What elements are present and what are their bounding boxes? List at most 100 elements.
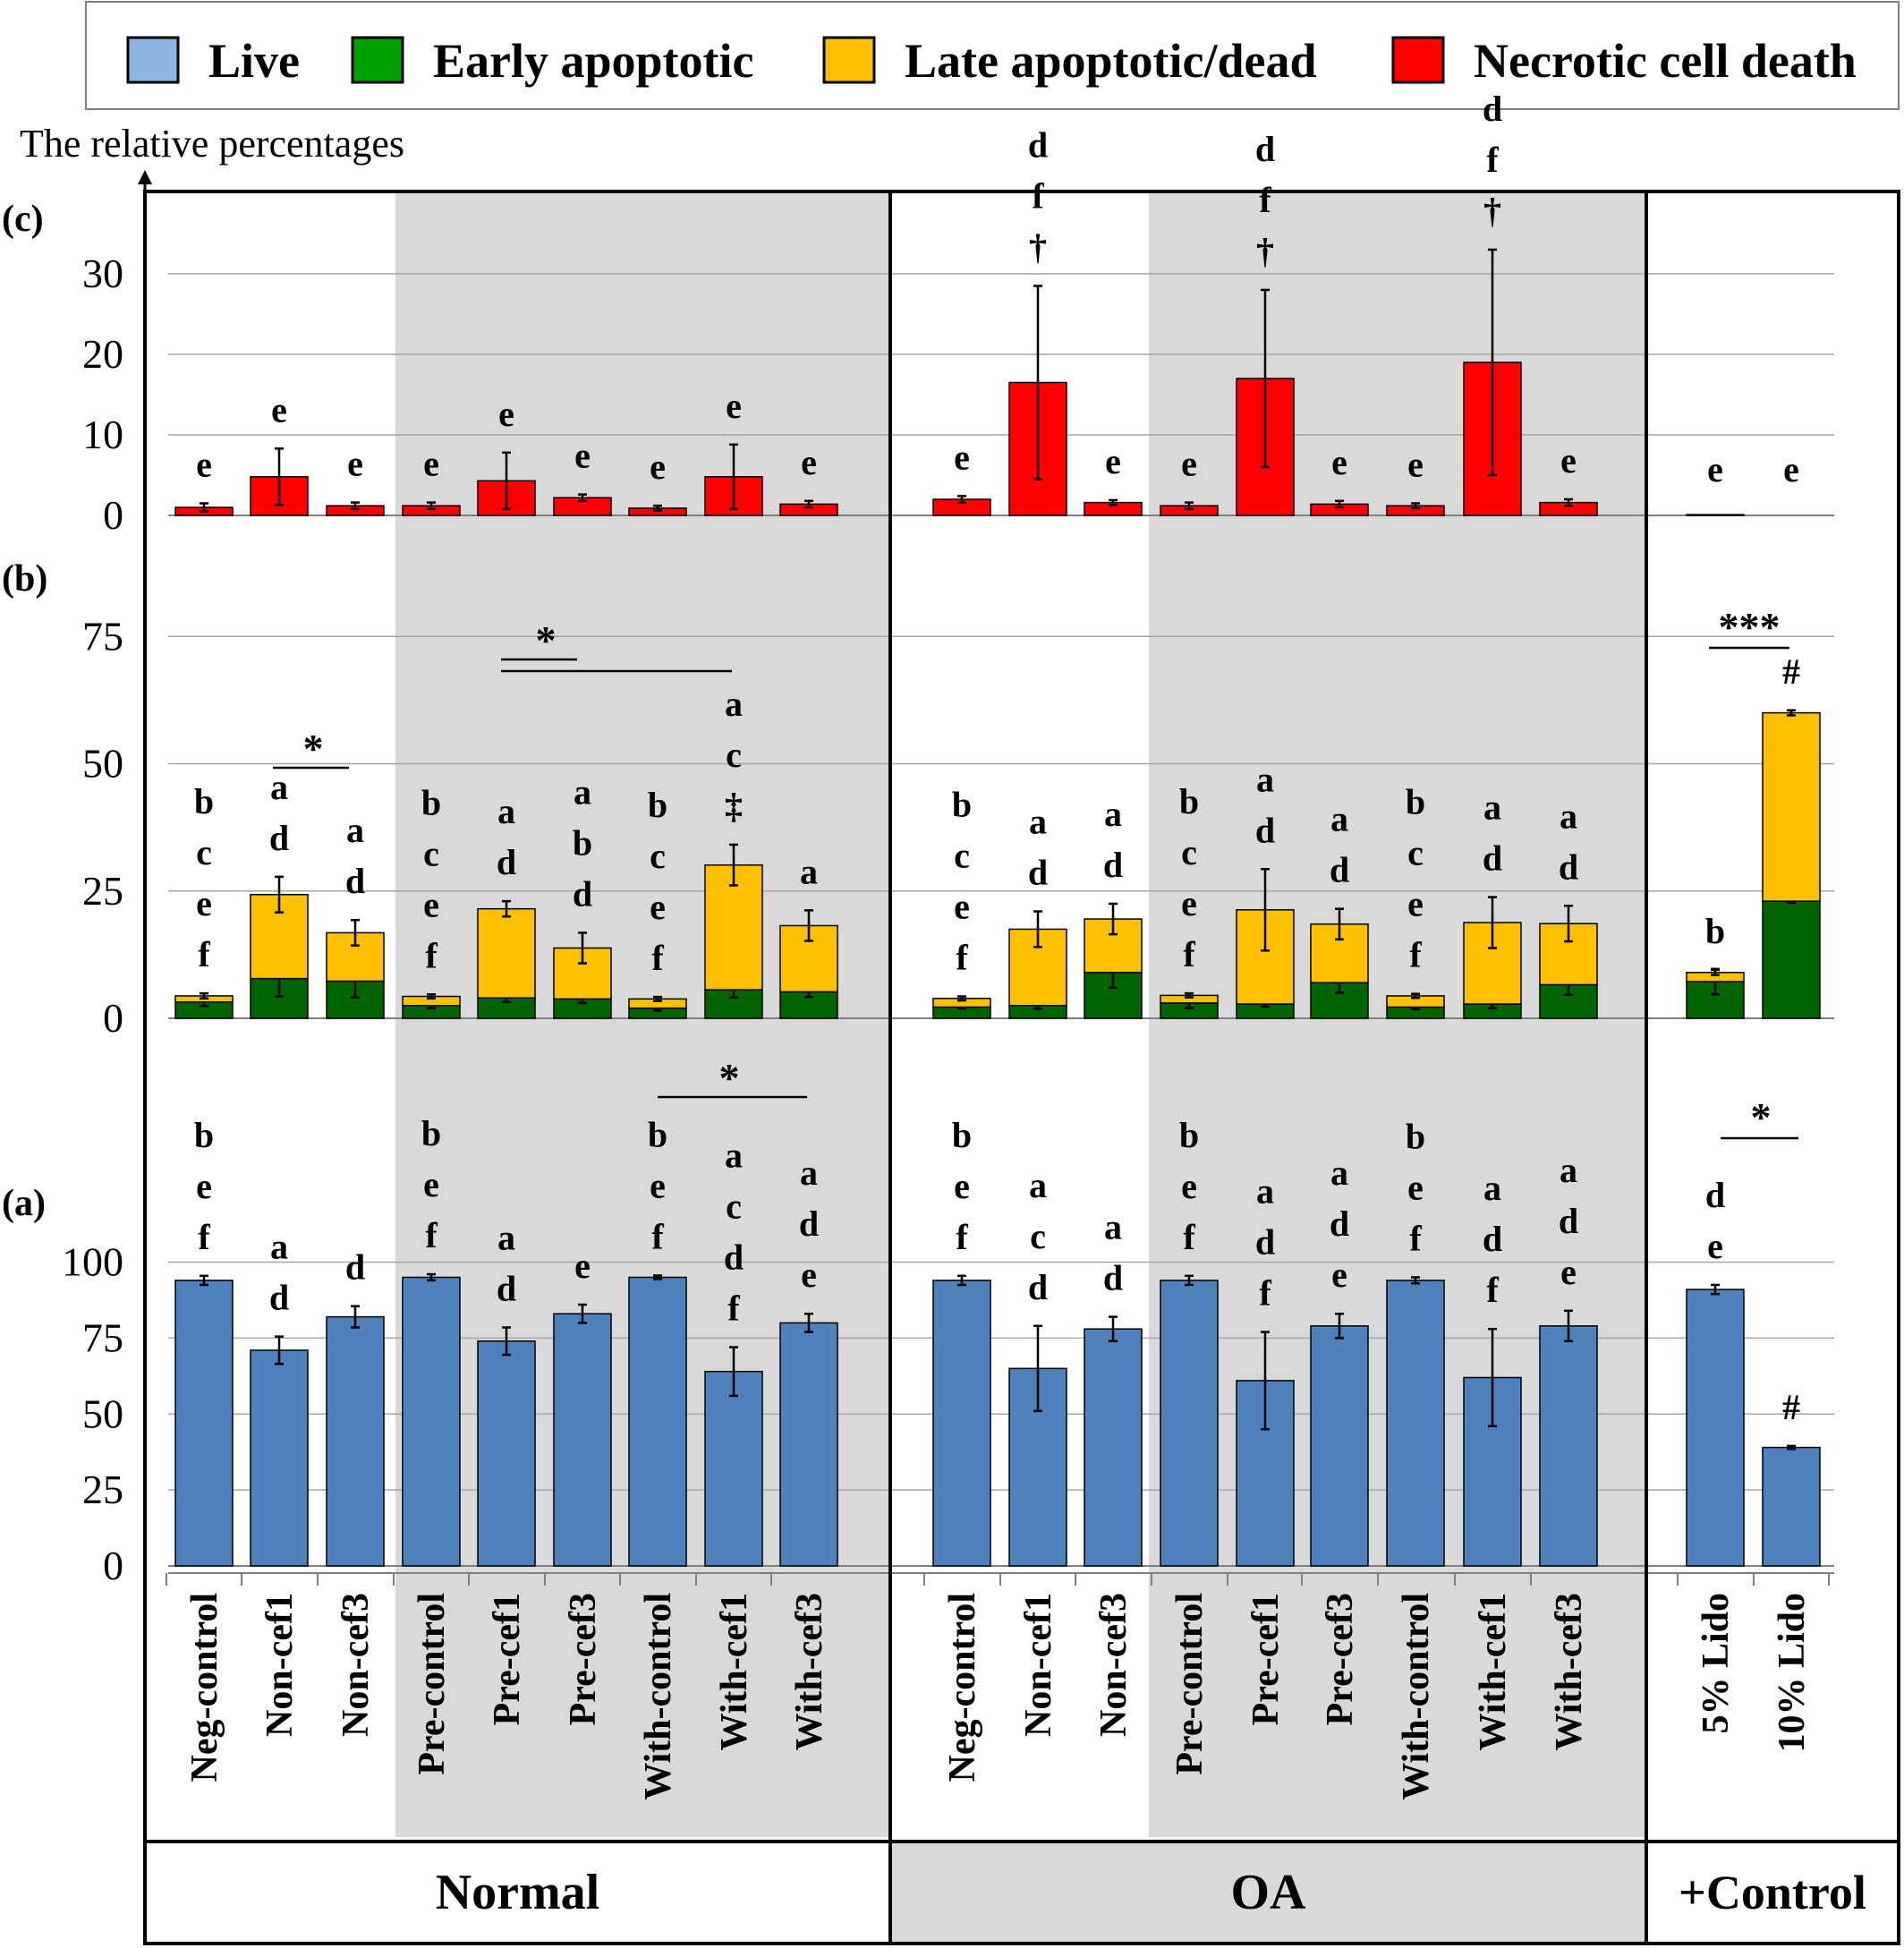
bar [1386, 1280, 1445, 1567]
y-axis-arrow [138, 170, 152, 191]
annotation: e [196, 445, 212, 485]
legend-swatch [822, 36, 876, 84]
annotation-line: a [270, 1227, 288, 1267]
significance-label: * [719, 1055, 740, 1101]
panel-labels: (c) (b) (a) [2, 199, 47, 1224]
x-tick-label: Pre-control [412, 1593, 453, 1775]
annotation: e [423, 444, 439, 484]
y-tick-label: 0 [103, 492, 123, 538]
annotation-line: † [1029, 227, 1047, 268]
y-axis-label: The relative percentages [20, 122, 404, 166]
annotation-line: b [648, 1114, 667, 1154]
annotation-line: d [724, 1238, 744, 1278]
annotation-line: e [1560, 440, 1577, 481]
x-tick-label: With-cef1 [1473, 1593, 1514, 1751]
annotation-line: a [1483, 787, 1501, 828]
annotation-line: e [1560, 1252, 1577, 1292]
bar [779, 991, 838, 1019]
annotation: d f † [1483, 89, 1502, 231]
bar [250, 1349, 309, 1567]
annotation-line: f [1259, 180, 1271, 220]
annotation-line: f [651, 938, 664, 978]
annotation: b [1705, 911, 1725, 951]
annotation-line: e [650, 447, 666, 487]
y-tick-label: 25 [82, 1467, 123, 1512]
annotation-line: d [1103, 1258, 1123, 1298]
x-tick-label: Non-cef3 [1093, 1593, 1135, 1737]
bar [704, 1370, 763, 1567]
annotation-line: d [799, 1204, 819, 1244]
y-tick-label: 20 [82, 331, 123, 377]
legend-label: Early apoptotic [433, 34, 754, 88]
panel-c: eee eee eee ed f †e ed f †e ed f †e e e [174, 89, 1799, 516]
annotation-line: a [1330, 799, 1348, 839]
x-tick-label: 10% Lido [1772, 1593, 1813, 1753]
annotation-line: e [954, 437, 970, 477]
group-label: Normal [436, 1865, 600, 1920]
annotation-line: f [1409, 1218, 1422, 1258]
annotation-line: f [1032, 176, 1044, 217]
bar [1236, 1380, 1295, 1567]
x-tick-label: Pre-cef3 [1320, 1593, 1361, 1725]
legend: Live Early apoptotic Late apoptotic/dead Ne… [85, 1, 1900, 110]
annotation-line: a [497, 791, 515, 831]
annotation-line: e [801, 1255, 817, 1295]
annotation-line: e [650, 887, 666, 927]
significance-label: *** [1719, 604, 1781, 650]
y-tick-label: 30 [82, 251, 123, 296]
y-tick-label: 50 [82, 741, 123, 787]
annotation: e [1560, 440, 1577, 481]
annotation-line: d [1483, 89, 1502, 129]
annotation-line: e [954, 887, 970, 927]
annotation-line: f [1259, 1273, 1271, 1314]
x-tick-label: 5% Lido [1696, 1593, 1737, 1734]
legend-swatch [1391, 36, 1445, 84]
annotation-line: e [423, 884, 439, 924]
legend-swatch [351, 36, 404, 84]
annotation-line: f [425, 935, 438, 975]
annotation-line: d [345, 861, 365, 901]
annotation: e [1181, 444, 1197, 484]
annotation-line: f [651, 1216, 664, 1256]
annotation-line: e [1407, 445, 1424, 485]
annotation: e [498, 394, 514, 434]
significance-label: * [536, 617, 557, 663]
annotation: e [801, 442, 817, 482]
annotation-line: f [425, 1215, 438, 1255]
annotation-line: d [1028, 125, 1048, 166]
annotation: e [574, 436, 591, 476]
annotation-line: a [270, 767, 288, 807]
bar [326, 1315, 385, 1567]
bar [779, 1322, 838, 1567]
annotation-line: b [421, 1113, 441, 1153]
annotation-line: c [1030, 1216, 1046, 1256]
y-tick-label: 75 [82, 1314, 123, 1360]
annotation-line: b [1705, 911, 1725, 951]
annotation-line: b [952, 1115, 972, 1155]
annotation: d f † [1028, 125, 1048, 268]
annotation: e [1105, 441, 1121, 481]
y-tick-label: 0 [103, 1543, 123, 1588]
x-tick-label: Pre-cef1 [487, 1593, 528, 1725]
annotation: e [347, 444, 363, 484]
group-frames [143, 190, 1900, 1945]
annotation-line: d [1483, 1219, 1502, 1259]
annotation-line: d [1483, 838, 1502, 879]
bar [553, 1313, 612, 1567]
annotation-line: e [347, 444, 363, 484]
annotation-line: f [198, 934, 210, 974]
annotation-line: d [1028, 1267, 1048, 1307]
annotation-line: f [1409, 935, 1422, 975]
